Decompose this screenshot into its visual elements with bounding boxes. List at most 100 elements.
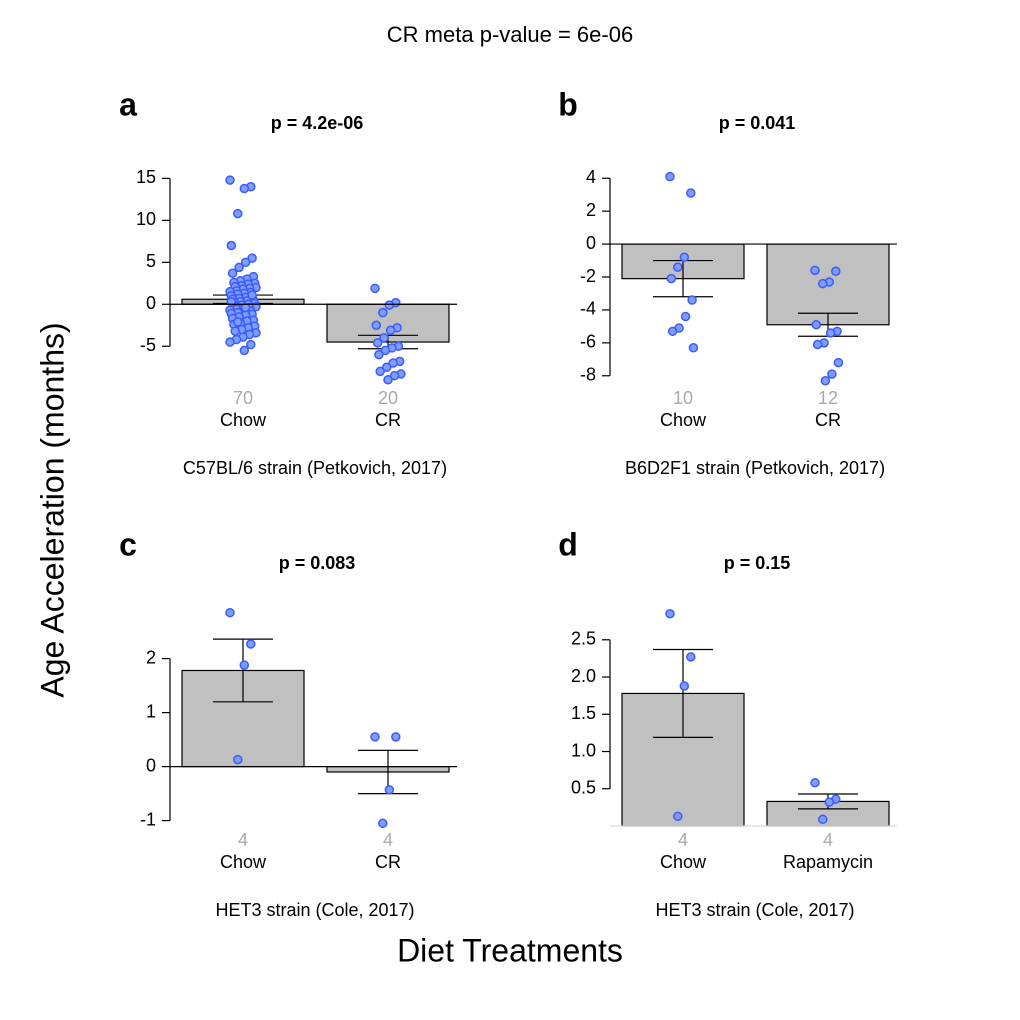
data-point: [827, 369, 837, 379]
y-tick-label: 15: [136, 167, 156, 187]
panel-title: p = 0.083: [279, 553, 356, 573]
y-tick-label: -5: [140, 335, 156, 355]
data-point: [247, 253, 257, 263]
x-tick-label: CR: [375, 852, 401, 872]
data-point: [818, 814, 828, 825]
panel-subtitle: HET3 strain (Cole, 2017): [215, 900, 414, 920]
count-label: 10: [673, 388, 693, 408]
y-tick-label: -6: [580, 332, 596, 352]
y-tick-label: 0.5: [571, 778, 596, 798]
data-point: [233, 754, 243, 765]
data-point: [833, 357, 844, 368]
x-tick-label: Chow: [660, 410, 707, 430]
data-point: [239, 345, 250, 356]
y-tick-label: 2: [146, 647, 156, 667]
data-point: [818, 278, 828, 289]
data-point: [679, 681, 690, 691]
data-point: [810, 778, 820, 788]
y-tick-label: 0: [586, 233, 596, 253]
data-point: [240, 302, 251, 313]
data-point: [379, 333, 389, 343]
data-point: [375, 366, 385, 377]
panel-subtitle: C57BL/6 strain (Petkovich, 2017): [183, 458, 447, 478]
data-point: [239, 660, 250, 670]
x-axis-label: Diet Treatments: [397, 932, 623, 968]
data-point: [233, 208, 243, 219]
data-point: [686, 188, 696, 198]
y-tick-label: 1.5: [571, 703, 596, 723]
y-tick-label: 4: [586, 167, 596, 187]
panel-title: p = 0.041: [719, 113, 796, 133]
data-point: [380, 345, 391, 356]
y-axis-label: Age Acceleration (months): [34, 322, 70, 697]
data-point: [225, 337, 235, 347]
data-point: [825, 328, 836, 338]
y-tick-label: 0: [146, 755, 156, 775]
data-point: [374, 349, 384, 360]
data-point: [686, 652, 696, 662]
data-point: [381, 362, 392, 372]
x-tick-label: Chow: [220, 852, 267, 872]
panel-title: p = 0.15: [724, 553, 791, 573]
count-label: 20: [378, 388, 398, 408]
data-point: [230, 326, 240, 336]
x-tick-label: Chow: [220, 410, 267, 430]
data-point: [673, 811, 683, 822]
count-label: 4: [383, 830, 393, 850]
data-point: [687, 295, 697, 305]
data-point: [227, 268, 238, 278]
data-point: [383, 375, 393, 385]
y-tick-label: 10: [136, 209, 156, 229]
data-point: [246, 339, 256, 350]
data-point: [384, 785, 395, 795]
x-tick-label: Chow: [660, 852, 707, 872]
y-tick-label: 2: [586, 200, 596, 220]
data-point: [810, 265, 820, 276]
panel-letter: a: [119, 86, 137, 122]
y-tick-label: 2.0: [571, 666, 596, 686]
data-point: [378, 307, 388, 318]
data-point: [240, 257, 251, 268]
data-point: [389, 370, 400, 381]
data-point: [680, 311, 691, 322]
data-point: [667, 326, 678, 337]
y-tick-label: -8: [580, 365, 596, 385]
y-tick-label: 5: [146, 251, 156, 271]
data-point: [831, 266, 841, 276]
y-tick-label: 0: [146, 293, 156, 313]
data-point: [679, 252, 690, 262]
figure-title: CR meta p-value = 6e-06: [387, 22, 633, 47]
data-point: [225, 175, 235, 185]
data-point: [385, 325, 396, 336]
panel-subtitle: HET3 strain (Cole, 2017): [655, 900, 854, 920]
x-tick-label: CR: [375, 410, 401, 430]
data-point: [666, 273, 677, 284]
data-point: [384, 300, 395, 310]
data-point: [391, 732, 401, 742]
count-label: 4: [823, 830, 833, 850]
data-point: [371, 320, 382, 331]
data-point: [824, 797, 835, 807]
data-point: [812, 339, 823, 350]
panel-letter: d: [558, 526, 578, 562]
data-point: [234, 262, 244, 273]
y-tick-label: 2.5: [571, 629, 596, 649]
data-point: [811, 319, 822, 330]
count-label: 70: [233, 388, 253, 408]
y-tick-label: 1.0: [571, 740, 596, 760]
y-tick-label: -1: [140, 809, 156, 829]
data-point: [372, 338, 383, 348]
data-point: [665, 171, 675, 182]
panel-subtitle: B6D2F1 strain (Petkovich, 2017): [625, 458, 885, 478]
x-tick-label: Rapamycin: [783, 852, 873, 872]
panel-letter: c: [119, 526, 137, 562]
data-point: [378, 818, 388, 829]
count-label: 4: [678, 830, 688, 850]
data-point: [370, 732, 380, 742]
data-point: [226, 240, 237, 251]
data-point: [665, 608, 675, 619]
y-tick-label: 1: [146, 701, 156, 721]
data-point: [820, 375, 831, 386]
y-tick-label: -2: [580, 266, 596, 286]
